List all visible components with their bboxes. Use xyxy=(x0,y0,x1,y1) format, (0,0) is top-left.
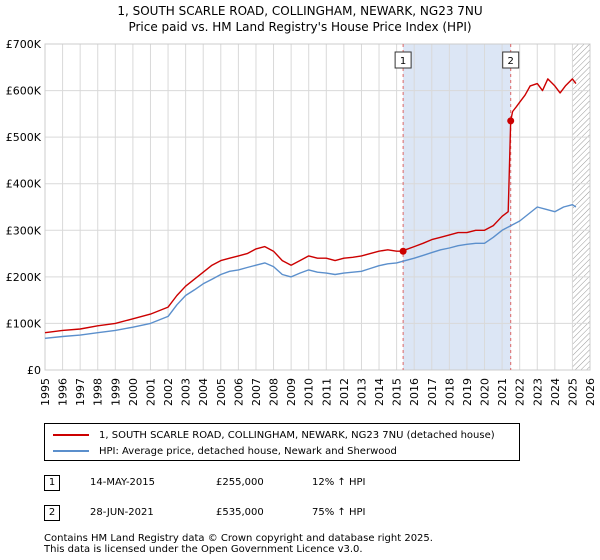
legend-item-property: 1, SOUTH SCARLE ROAD, COLLINGHAM, NEWARK… xyxy=(53,428,495,442)
x-tick-label: 2005 xyxy=(215,378,228,406)
sale-hpi-2: 75% ↑ HPI xyxy=(312,507,366,518)
x-tick-label: 2001 xyxy=(144,378,157,406)
x-tick-label: 2009 xyxy=(285,378,298,406)
sale-price-1: £255,000 xyxy=(216,477,264,488)
sale-marker-1: 1 xyxy=(44,475,60,491)
y-tick-label: £600K xyxy=(6,85,42,98)
sale-date-1: 14-MAY-2015 xyxy=(90,477,156,488)
x-tick-label: 1998 xyxy=(92,378,105,406)
x-tick-label: 2022 xyxy=(514,378,527,406)
sale-date-2: 28-JUN-2021 xyxy=(90,507,154,518)
y-tick-label: £500K xyxy=(6,131,42,144)
x-tick-label: 2025 xyxy=(566,378,579,406)
y-tick-label: £300K xyxy=(6,224,42,237)
y-tick-label: £200K xyxy=(6,271,42,284)
sale-hpi-1: 12% ↑ HPI xyxy=(312,477,366,488)
sale-box-label-2: 2 xyxy=(508,56,514,67)
sale-point-2 xyxy=(507,117,515,125)
forecast-hatch xyxy=(572,44,590,370)
x-tick-label: 1996 xyxy=(57,378,70,406)
x-tick-label: 2011 xyxy=(320,378,333,406)
x-tick-label: 2003 xyxy=(180,378,193,406)
x-tick-label: 2013 xyxy=(355,378,368,406)
chart-title-address: 1, SOUTH SCARLE ROAD, COLLINGHAM, NEWARK… xyxy=(117,4,483,18)
legend-label-hpi: HPI: Average price, detached house, Newa… xyxy=(99,445,397,457)
chart-legend: 1, SOUTH SCARLE ROAD, COLLINGHAM, NEWARK… xyxy=(44,423,520,461)
footer: Contains HM Land Registry data © Crown c… xyxy=(44,533,433,555)
series-line-property xyxy=(44,78,577,334)
y-tick-label: £100K xyxy=(6,317,42,330)
x-tick-label: 1999 xyxy=(109,378,122,406)
sale-period-shading xyxy=(403,44,511,370)
legend-item-hpi: HPI: Average price, detached house, Newa… xyxy=(53,444,397,458)
legend-label-property: 1, SOUTH SCARLE ROAD, COLLINGHAM, NEWARK… xyxy=(99,429,495,441)
legend-swatch-property xyxy=(53,434,89,436)
x-tick-label: 2016 xyxy=(408,378,421,406)
plot-frame xyxy=(44,43,591,371)
x-tick-label: 2017 xyxy=(426,378,439,406)
sale-price-2: £535,000 xyxy=(216,507,264,518)
x-tick-label: 1997 xyxy=(74,378,87,406)
price-chart: £0 £100K £200K £300K £400K £500K £600K £700K 199… xyxy=(6,38,597,406)
x-tick-label: 2026 xyxy=(584,378,597,406)
footer-copyright: Contains HM Land Registry data © Crown c… xyxy=(44,533,433,544)
x-tick-label: 2019 xyxy=(461,378,474,406)
chart-title: Price paid vs. HM Land Registry's House … xyxy=(128,20,472,34)
x-tick-label: 2021 xyxy=(496,378,509,406)
x-tick-label: 2006 xyxy=(232,378,245,406)
x-tick-label: 2000 xyxy=(127,378,140,406)
y-tick-label: £0 xyxy=(27,364,41,377)
y-tick-label: £400K xyxy=(6,178,42,191)
sale-box-2 xyxy=(502,51,520,69)
series-line-hpi xyxy=(44,203,577,339)
x-tick-label: 2007 xyxy=(250,378,263,406)
sale-marker-2: 2 xyxy=(44,505,60,521)
sale-box-1 xyxy=(394,51,412,69)
x-tick-label: 2015 xyxy=(391,378,404,406)
x-tick-label: 1995 xyxy=(39,378,52,406)
x-tick-label: 2024 xyxy=(549,378,562,406)
x-tick-label: 2004 xyxy=(197,378,210,406)
x-tick-label: 2012 xyxy=(338,378,351,406)
x-tick-label: 2008 xyxy=(268,378,281,406)
footer-licence: This data is licensed under the Open Gov… xyxy=(44,544,363,555)
legend-swatch-hpi xyxy=(53,450,89,452)
x-tick-label: 2018 xyxy=(443,378,456,406)
sale-box-label-1: 1 xyxy=(400,56,406,67)
x-tick-label: 2010 xyxy=(303,378,316,406)
x-tick-label: 2020 xyxy=(479,378,492,406)
x-tick-label: 2002 xyxy=(162,378,175,406)
x-tick-label: 2023 xyxy=(531,378,544,406)
x-tick-label: 2014 xyxy=(373,378,386,406)
y-tick-label: £700K xyxy=(6,38,42,51)
sale-point-1 xyxy=(399,247,407,255)
